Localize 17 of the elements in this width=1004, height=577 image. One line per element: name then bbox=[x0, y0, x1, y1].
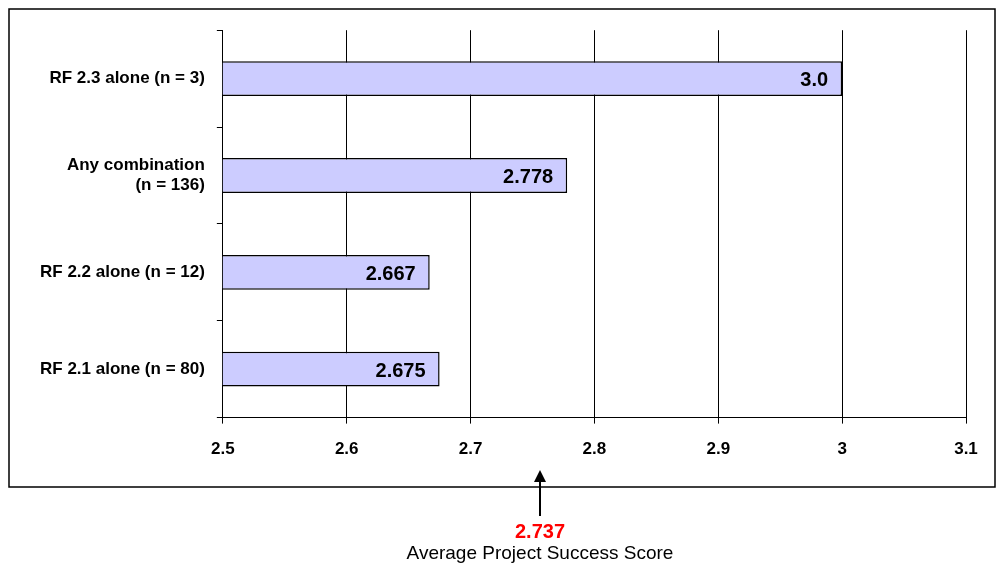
text: Average Project Success Score bbox=[406, 542, 674, 564]
data-label: 3.0 bbox=[800, 68, 829, 91]
y-tick-label: Any combination (n = 136) bbox=[66, 154, 205, 195]
data-label: 2.667 bbox=[365, 261, 416, 284]
data-label: 2.675 bbox=[375, 358, 426, 381]
x-tick-label: 3.1 bbox=[954, 439, 978, 459]
x-tick-label: 2.9 bbox=[706, 439, 731, 459]
text: 2.737 bbox=[514, 519, 566, 542]
x-tick-label: 2.6 bbox=[334, 439, 359, 459]
y-tick-label: RF 2.3 alone (n = 3) bbox=[49, 68, 205, 88]
data-label: 2.778 bbox=[503, 164, 554, 187]
y-tick-label: RF 2.2 alone (n = 12) bbox=[39, 262, 205, 282]
x-tick-label: 2.5 bbox=[211, 439, 235, 459]
x-tick-label: 2.8 bbox=[582, 439, 607, 459]
x-tick-label: 3 bbox=[837, 439, 847, 459]
y-tick-label: RF 2.1 alone (n = 80) bbox=[39, 358, 205, 378]
x-tick-label: 2.7 bbox=[458, 439, 483, 459]
